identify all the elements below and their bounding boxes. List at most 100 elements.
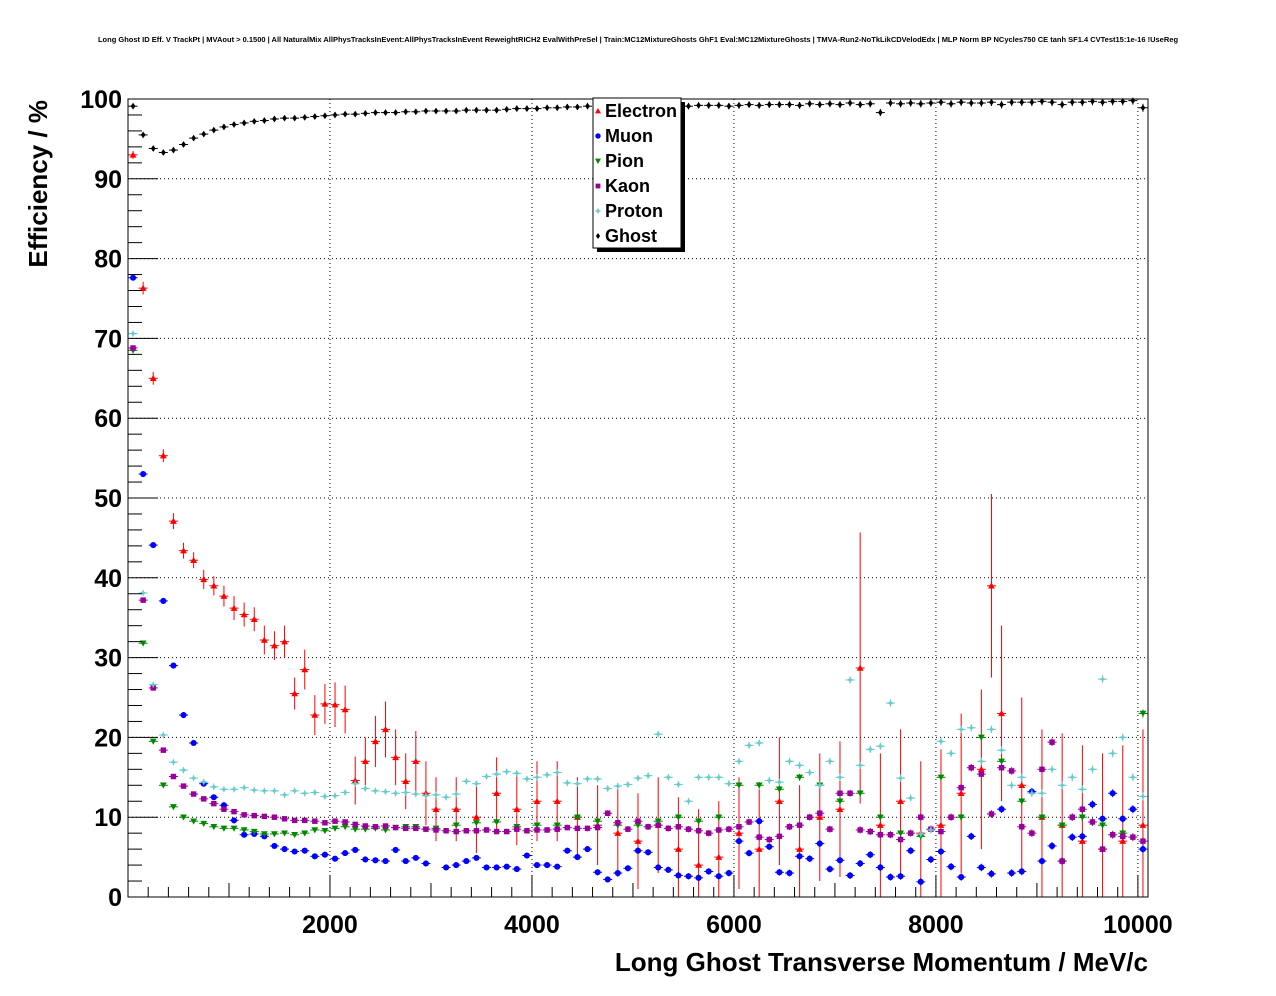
data-point xyxy=(190,556,198,563)
data-point xyxy=(725,870,732,877)
legend-marker-electron xyxy=(595,108,601,114)
data-point xyxy=(988,582,995,589)
data-point xyxy=(392,846,399,853)
data-point xyxy=(787,101,792,108)
data-point xyxy=(170,773,177,780)
data-point xyxy=(443,864,450,871)
data-point xyxy=(867,100,873,108)
data-point xyxy=(937,848,945,855)
data-point xyxy=(826,866,833,873)
data-point xyxy=(250,786,258,794)
data-point xyxy=(877,109,883,116)
data-point xyxy=(1129,773,1137,781)
y-tick-label: 80 xyxy=(94,246,122,274)
data-point xyxy=(221,806,227,812)
data-point xyxy=(341,706,349,713)
data-point xyxy=(806,855,813,862)
data-point xyxy=(523,852,530,859)
data-point xyxy=(887,873,894,881)
x-tick-label: 4000 xyxy=(504,911,560,939)
data-point xyxy=(766,836,773,843)
data-point xyxy=(321,828,329,835)
data-point xyxy=(503,768,511,776)
data-point xyxy=(211,800,217,807)
data-point xyxy=(645,824,651,830)
data-point xyxy=(372,824,379,830)
legend-marker-kaon xyxy=(595,183,601,189)
data-point xyxy=(594,818,602,825)
data-point xyxy=(322,112,328,120)
data-point xyxy=(432,791,440,799)
data-point xyxy=(312,818,318,824)
data-point xyxy=(735,838,743,845)
data-point xyxy=(968,833,975,840)
data-point xyxy=(705,773,713,781)
data-points xyxy=(128,97,1148,897)
y-tick-label: 100 xyxy=(80,86,122,114)
data-point xyxy=(553,768,561,777)
data-point xyxy=(463,858,470,865)
data-point xyxy=(1008,768,1015,774)
data-point xyxy=(543,771,551,779)
data-point xyxy=(978,771,985,777)
data-point xyxy=(513,769,521,777)
data-point xyxy=(281,846,288,853)
data-point xyxy=(927,856,934,863)
data-point xyxy=(1109,790,1116,797)
data-point xyxy=(755,782,763,789)
data-point xyxy=(948,100,954,108)
data-point xyxy=(1108,749,1117,758)
data-point xyxy=(513,805,521,812)
data-point xyxy=(857,827,863,833)
data-point xyxy=(958,784,964,791)
data-point xyxy=(735,757,743,766)
data-point xyxy=(897,836,904,843)
data-point xyxy=(179,766,188,774)
data-point xyxy=(583,775,592,783)
data-point xyxy=(1069,98,1075,106)
data-point xyxy=(856,664,864,671)
data-point xyxy=(674,780,683,789)
data-point xyxy=(403,825,409,832)
data-point xyxy=(351,826,359,833)
data-point xyxy=(452,822,460,829)
data-point xyxy=(221,123,227,131)
data-point xyxy=(1019,824,1025,830)
data-point xyxy=(130,345,136,351)
data-point xyxy=(736,824,742,830)
data-point xyxy=(827,826,833,832)
data-point xyxy=(715,873,722,880)
data-point xyxy=(655,822,661,828)
data-point xyxy=(654,818,662,825)
data-point xyxy=(180,814,187,821)
data-point xyxy=(1018,868,1025,875)
data-point xyxy=(1119,733,1127,742)
data-point xyxy=(1078,837,1086,844)
data-point xyxy=(796,845,803,852)
data-point xyxy=(130,102,136,110)
data-point xyxy=(796,774,803,781)
data-point xyxy=(585,102,590,110)
data-point xyxy=(342,850,349,857)
legend-label-muon: Muon xyxy=(605,126,653,146)
data-point xyxy=(888,99,893,107)
data-point xyxy=(725,779,733,788)
data-point xyxy=(1048,765,1056,774)
data-point xyxy=(371,787,380,795)
data-point xyxy=(402,788,410,797)
data-point xyxy=(877,832,884,838)
data-point xyxy=(563,779,571,787)
data-point xyxy=(1019,98,1025,106)
x-tick-label: 8000 xyxy=(908,911,964,939)
data-point xyxy=(836,773,844,781)
data-point xyxy=(614,829,622,836)
data-point xyxy=(140,597,146,603)
data-point xyxy=(139,284,147,291)
data-point xyxy=(393,109,399,116)
data-point xyxy=(534,105,540,112)
data-point xyxy=(170,804,177,811)
data-point xyxy=(352,110,358,118)
y-tick-label: 90 xyxy=(94,166,122,194)
data-point xyxy=(1058,822,1066,829)
data-point xyxy=(423,107,429,115)
